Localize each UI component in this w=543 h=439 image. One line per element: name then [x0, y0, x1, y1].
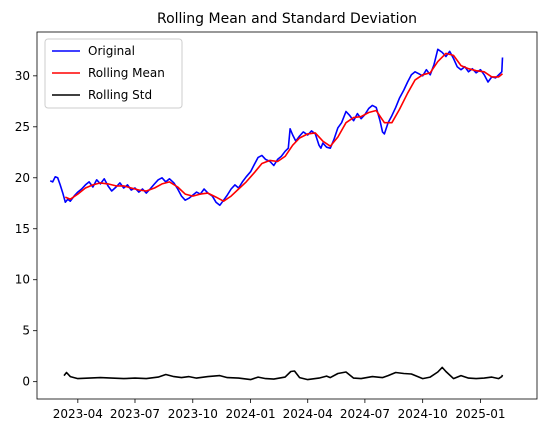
x-tick-label: 2024-10 — [398, 407, 448, 421]
plot-frame — [36, 31, 538, 400]
legend-label-rolling-mean: Rolling Mean — [88, 66, 165, 80]
y-tick-label: 0 — [22, 375, 30, 389]
legend-label-original: Original — [88, 44, 135, 58]
y-tick-label: 25 — [15, 120, 30, 134]
series-line-rolling-std — [63, 366, 504, 381]
x-tick-label: 2024-01 — [225, 407, 275, 421]
series-line-rolling-mean — [64, 52, 504, 202]
y-tick-label: 5 — [22, 324, 30, 338]
x-tick-label: 2025-01 — [455, 407, 505, 421]
y-tick-label: 20 — [15, 171, 30, 185]
legend-box — [44, 38, 183, 109]
chart-title: Rolling Mean and Standard Deviation — [157, 11, 417, 27]
y-tick-label: 15 — [15, 222, 30, 236]
y-axis: 0 5 10 15 20 25 30 — [15, 69, 37, 389]
y-tick-label: 30 — [15, 69, 30, 83]
plot-area — [36, 31, 538, 400]
y-tick-label: 10 — [15, 273, 30, 287]
x-tick-label: 2023-04 — [53, 407, 103, 421]
x-tick-label: 2024-07 — [340, 407, 390, 421]
series-layer — [49, 48, 504, 381]
x-tick-label: 2023-10 — [168, 407, 218, 421]
x-axis: 2023-04 2023-07 2023-10 2024-01 2024-04 2024-… — [53, 399, 506, 421]
x-tick-label: 2023-07 — [110, 407, 160, 421]
series-line-original — [49, 48, 504, 207]
legend-label-rolling-std: Rolling Std — [88, 88, 152, 102]
legend[interactable]: Original Rolling Mean Rolling Std — [44, 38, 183, 109]
x-tick-label: 2024-04 — [283, 407, 333, 421]
